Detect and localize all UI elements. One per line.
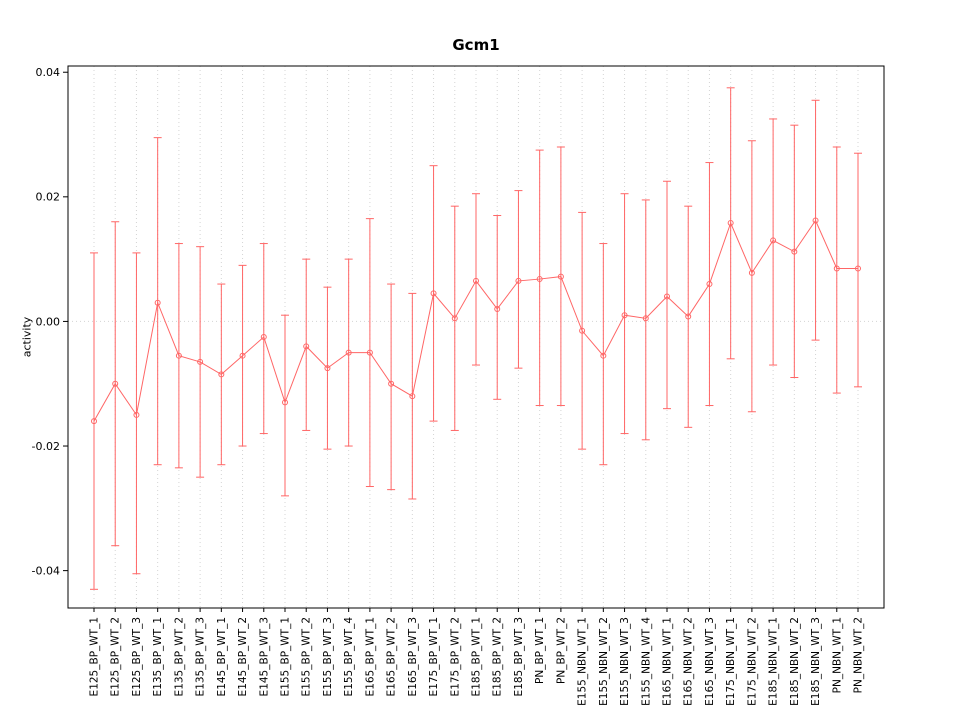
x-tick-label: E145_BP_WT_1	[216, 617, 228, 696]
data-point	[536, 276, 543, 283]
x-tick-label: E175_BP_WT_2	[449, 617, 461, 696]
x-tick-label: E165_BP_WT_2	[386, 617, 398, 696]
x-tick-label: E185_BP_WT_3	[513, 617, 525, 696]
x-tick-label: E165_BP_WT_1	[364, 617, 376, 696]
data-point	[494, 305, 501, 312]
x-tick-label: PN_BP_WT_1	[534, 617, 546, 684]
x-tick-label: E175_BP_WT_1	[428, 617, 440, 696]
data-point	[345, 349, 352, 356]
x-tick-label: E155_BP_WT_2	[301, 617, 313, 696]
data-point	[239, 352, 246, 359]
x-tick-label: E185_NBN_WT_3	[810, 617, 822, 706]
data-point	[324, 365, 331, 372]
x-tick-label: E175_NBN_WT_1	[725, 617, 737, 706]
data-point	[557, 273, 564, 280]
data-point	[642, 315, 649, 322]
data-point	[685, 313, 692, 320]
y-tick-label: -0.04	[32, 564, 60, 577]
data-point	[388, 380, 395, 387]
data-point	[303, 343, 310, 350]
x-tick-label: E175_NBN_WT_2	[746, 617, 758, 706]
data-point	[175, 352, 182, 359]
x-tick-label: PN_BP_WT_2	[555, 617, 567, 684]
x-tick-label: E155_NBN_WT_1	[577, 617, 589, 706]
x-tick-label: E125_BP_WT_1	[89, 617, 101, 696]
y-tick-label: 0.00	[36, 315, 61, 328]
data-point	[812, 217, 819, 224]
data-point	[579, 327, 586, 334]
data-point	[366, 349, 373, 356]
x-tick-label: E185_BP_WT_1	[471, 617, 483, 696]
x-tick-label: E125_BP_WT_3	[131, 617, 143, 696]
x-axis: E125_BP_WT_1 E125_BP_WT_2 E125_BP_WT_3 E135…	[89, 608, 865, 706]
data-point	[282, 399, 288, 406]
x-tick-label: E165_NBN_WT_3	[704, 617, 716, 706]
data-point	[855, 265, 861, 272]
chart-title: Gcm1	[452, 36, 500, 54]
data-point	[409, 393, 416, 400]
x-tick-label: E155_NBN_WT_3	[619, 617, 631, 706]
y-axis: -0.04 -0.02 0.00 0.02 0.04	[32, 66, 68, 577]
data-point	[600, 352, 607, 359]
data-point	[791, 248, 798, 255]
data-point	[664, 293, 670, 300]
data-point	[515, 277, 522, 284]
data-point	[91, 418, 97, 425]
y-tick-label: 0.04	[36, 66, 61, 79]
data-point	[218, 371, 225, 378]
x-tick-label: E185_BP_WT_2	[492, 617, 504, 696]
data-point	[770, 237, 777, 244]
data-point	[451, 315, 458, 322]
data-point	[833, 265, 840, 272]
x-tick-label: E165_BP_WT_3	[407, 617, 419, 696]
x-tick-label: E125_BP_WT_2	[110, 617, 122, 696]
data-point	[430, 290, 437, 297]
x-tick-label: E155_BP_WT_3	[322, 617, 334, 696]
x-tick-label: E185_NBN_WT_1	[768, 617, 780, 706]
data-point	[133, 411, 140, 418]
x-tick-label: E135_BP_WT_3	[195, 617, 207, 696]
x-tick-label: E155_BP_WT_4	[343, 617, 355, 697]
x-tick-label: E155_NBN_WT_4	[640, 617, 652, 706]
data-point	[621, 312, 628, 319]
y-tick-label: 0.02	[36, 191, 61, 204]
x-tick-label: E155_NBN_WT_2	[598, 617, 610, 706]
x-tick-label: E185_NBN_WT_2	[789, 617, 801, 706]
error-bars	[90, 87, 862, 590]
x-tick-label: E145_BP_WT_3	[258, 617, 270, 696]
data-point	[260, 334, 267, 340]
data-point	[154, 299, 161, 306]
series-line	[93, 219, 858, 422]
x-tick-label: E135_BP_WT_1	[152, 617, 164, 696]
data-point	[706, 281, 713, 288]
x-tick-label: E165_NBN_WT_2	[683, 617, 695, 706]
x-tick-label: E135_BP_WT_2	[173, 617, 185, 696]
y-tick-label: -0.02	[32, 440, 60, 453]
x-tick-label: E165_NBN_WT_1	[662, 617, 674, 706]
x-tick-label: E145_BP_WT_2	[237, 617, 249, 696]
data-point	[727, 219, 734, 226]
data-point	[748, 269, 755, 276]
data-points	[91, 217, 861, 425]
data-point	[197, 358, 204, 365]
x-tick-label: PN_NBN_WT_2	[853, 617, 865, 693]
data-point	[112, 380, 119, 387]
x-tick-label: PN_NBN_WT_1	[831, 617, 843, 693]
x-tick-label: E155_BP_WT_1	[280, 617, 292, 696]
data-point	[473, 277, 479, 284]
